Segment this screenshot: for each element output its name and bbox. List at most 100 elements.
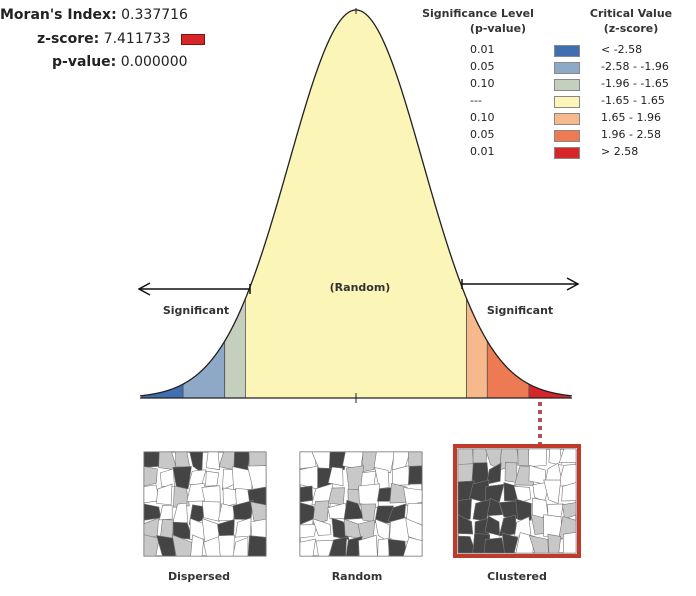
map-region <box>299 538 316 557</box>
clustered-highlight-frame <box>453 444 581 558</box>
map-region <box>299 485 314 503</box>
map-region <box>312 500 330 525</box>
significance-level-subtitle: (p-value) <box>469 22 527 35</box>
map-region <box>172 502 188 524</box>
clustered-label: Clustered <box>487 570 547 583</box>
map-region <box>562 502 577 520</box>
map-region <box>173 485 190 508</box>
legend-p-value: 0.01 <box>470 43 495 56</box>
map-region <box>504 462 518 483</box>
legend-range: -1.96 - -1.65 <box>601 77 669 90</box>
legend-swatch <box>554 113 580 125</box>
map-region <box>376 487 393 502</box>
clustered-map <box>457 448 577 554</box>
right-arrow-head <box>566 277 580 291</box>
map-region <box>387 538 407 557</box>
map-region <box>205 470 219 487</box>
critical-value-header: Critical Value (z-score) <box>586 6 676 36</box>
map-region <box>528 535 549 554</box>
z-score-value: 7.411733 <box>103 31 171 47</box>
morans-index-label: Moran's Index: <box>0 7 117 23</box>
map-region <box>408 465 423 485</box>
map-region <box>201 501 221 522</box>
map-region <box>172 466 192 491</box>
z-score: z-score: 7.411733 <box>37 31 205 47</box>
map-region <box>156 483 173 506</box>
morans-index: Moran's Index: 0.337716 <box>0 7 188 23</box>
left-arrow-head <box>137 282 151 296</box>
dispersed-label: Dispersed <box>167 570 231 583</box>
map-region <box>402 536 423 557</box>
legend-swatch <box>554 79 580 91</box>
curve-band <box>182 339 226 399</box>
right-significant-label: Significant <box>487 304 553 317</box>
map-region <box>543 514 563 540</box>
map-region <box>247 535 267 557</box>
significance-level-title: Significance Level <box>422 7 534 20</box>
map-region <box>547 533 562 554</box>
legend-p-value: 0.01 <box>470 145 495 158</box>
map-region <box>360 503 377 523</box>
map-region <box>543 479 562 505</box>
curve-band <box>466 298 488 399</box>
morans-index-value: 0.337716 <box>121 7 188 23</box>
map-region <box>563 532 577 554</box>
map-region <box>561 482 577 502</box>
legend-p-value: 0.10 <box>470 111 495 124</box>
dispersed-map <box>143 451 267 557</box>
legend-range: 1.65 - 1.96 <box>601 111 661 124</box>
map-region <box>403 487 423 506</box>
map-region <box>327 466 344 487</box>
map-region <box>515 498 532 521</box>
z-score-label: z-score: <box>37 31 100 47</box>
map-region <box>205 451 221 471</box>
legend-swatch <box>554 130 580 142</box>
map-region <box>190 534 205 557</box>
map-region <box>156 535 177 557</box>
map-region <box>299 524 318 539</box>
legend-p-value: 0.05 <box>470 128 495 141</box>
critical-value-title: Critical Value <box>589 7 673 20</box>
left-significant-label: Significant <box>163 304 229 317</box>
p-value-label: p-value: <box>52 54 117 70</box>
random-label: (Random) <box>330 281 391 294</box>
legend-swatch <box>554 45 580 57</box>
legend-swatch <box>554 62 580 74</box>
map-region <box>328 536 348 557</box>
map-region <box>377 537 392 557</box>
curve-band <box>244 9 467 399</box>
legend-range: 1.96 - 2.58 <box>601 128 661 141</box>
legend-p-value: 0.05 <box>470 60 495 73</box>
legend-p-value: --- <box>470 94 482 107</box>
map-region <box>299 465 319 490</box>
map-region <box>389 482 408 504</box>
map-region <box>548 448 563 466</box>
legend-range: -2.58 - -1.96 <box>601 60 669 73</box>
legend-range: < -2.58 <box>601 43 643 56</box>
map-region <box>558 448 577 464</box>
map-region <box>486 497 504 517</box>
z-score-swatch <box>180 33 205 45</box>
map-region <box>528 448 547 468</box>
random-pattern-label: Random <box>331 570 383 583</box>
map-region <box>501 532 519 554</box>
map-region <box>143 451 160 468</box>
map-region <box>513 485 532 504</box>
random-map <box>299 451 423 557</box>
significance-level-header: Significance Level (p-value) <box>418 6 538 36</box>
critical-value-subtitle: (z-score) <box>603 22 659 35</box>
map-region <box>486 462 502 485</box>
legend-swatch <box>554 147 580 159</box>
legend-range: -1.65 - 1.65 <box>601 94 665 107</box>
curve-band <box>141 383 184 399</box>
map-region <box>373 451 396 474</box>
map-region <box>457 514 474 535</box>
map-region <box>312 518 332 536</box>
legend-swatch <box>554 96 580 108</box>
curve-band <box>528 383 571 399</box>
map-region <box>315 539 335 557</box>
p-value-value: 0.000000 <box>120 54 188 70</box>
map-region <box>143 534 160 557</box>
map-region <box>218 534 235 557</box>
